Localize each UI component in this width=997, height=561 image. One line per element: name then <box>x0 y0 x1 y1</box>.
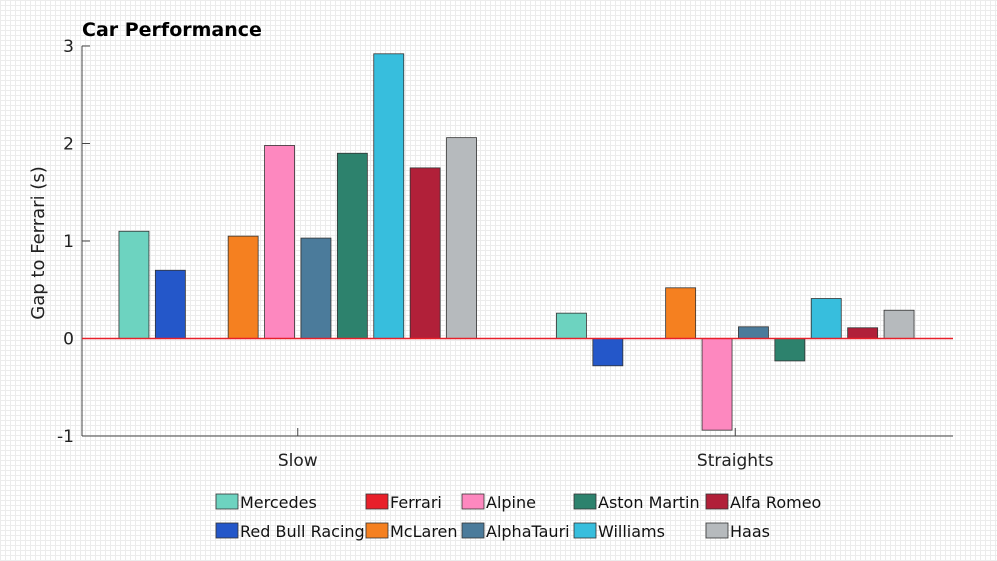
y-tick-label: 1 <box>63 232 74 252</box>
bar-williams-straights <box>810 298 842 339</box>
legend-label-aston-martin: Aston Martin <box>598 493 700 512</box>
y-tick-label: 3 <box>63 37 74 57</box>
bar-mercedes-slow <box>118 230 150 339</box>
legend-swatch-ferrari <box>365 493 389 510</box>
bar-aston-martin-straights <box>774 338 806 362</box>
legend-swatch-alphatauri <box>461 522 485 539</box>
y-tick-label: 0 <box>63 330 74 350</box>
bar-mclaren-straights <box>665 287 697 339</box>
bar-alphatauri-straights <box>738 326 769 339</box>
legend-swatch-mclaren <box>365 522 389 539</box>
legend-swatch-mercedes <box>215 493 239 510</box>
legend-label-ferrari: Ferrari <box>390 493 442 512</box>
bars <box>82 53 953 431</box>
axes: -1 0 1 2 3 Gap to Ferrari (s) Slow Straights <box>28 37 953 471</box>
bar-williams-slow <box>373 53 405 339</box>
bar-aston-martin-slow <box>336 152 368 339</box>
legend-label-mercedes: Mercedes <box>240 493 317 512</box>
legend: Mercedes Ferrari Alpine Aston Martin Alfa Ro… <box>215 493 821 541</box>
legend-swatch-haas <box>705 522 729 539</box>
y-tick-label: -1 <box>57 427 74 447</box>
legend-label-alphatauri: AlphaTauri <box>486 522 570 541</box>
bar-haas-slow <box>446 137 477 339</box>
y-tick-label: 2 <box>63 135 74 155</box>
bar-mercedes-straights <box>556 312 587 339</box>
legend-swatch-williams <box>573 522 597 539</box>
bar-red-bull-racing-straights <box>592 338 624 367</box>
legend-label-alpine: Alpine <box>486 493 536 512</box>
x-tick-label: Straights <box>697 451 774 471</box>
bar-alpine-slow <box>264 145 295 339</box>
chart-title: Car Performance <box>82 19 262 41</box>
legend-label-red-bull-racing: Red Bull Racing <box>240 522 365 541</box>
bar-alfa-romeo-straights <box>847 327 879 339</box>
bar-red-bull-racing-slow <box>154 269 186 339</box>
bar-alphatauri-slow <box>300 237 332 339</box>
legend-label-alfa-romeo: Alfa Romeo <box>730 493 821 512</box>
y-axis-label: Gap to Ferrari (s) <box>28 166 49 319</box>
legend-swatch-alpine <box>461 493 485 510</box>
bar-haas-straights <box>883 309 915 339</box>
legend-swatch-alfa-romeo <box>705 493 729 510</box>
bar-mclaren-slow <box>227 235 259 339</box>
legend-label-mclaren: McLaren <box>390 522 458 541</box>
bar-alpine-straights <box>701 338 733 431</box>
legend-swatch-red-bull-racing <box>215 522 239 539</box>
x-tick-label: Slow <box>278 451 318 471</box>
bar-alfa-romeo-slow <box>409 167 441 339</box>
legend-label-haas: Haas <box>730 522 770 541</box>
legend-swatch-aston-martin <box>573 493 597 510</box>
legend-label-williams: Williams <box>598 522 665 541</box>
